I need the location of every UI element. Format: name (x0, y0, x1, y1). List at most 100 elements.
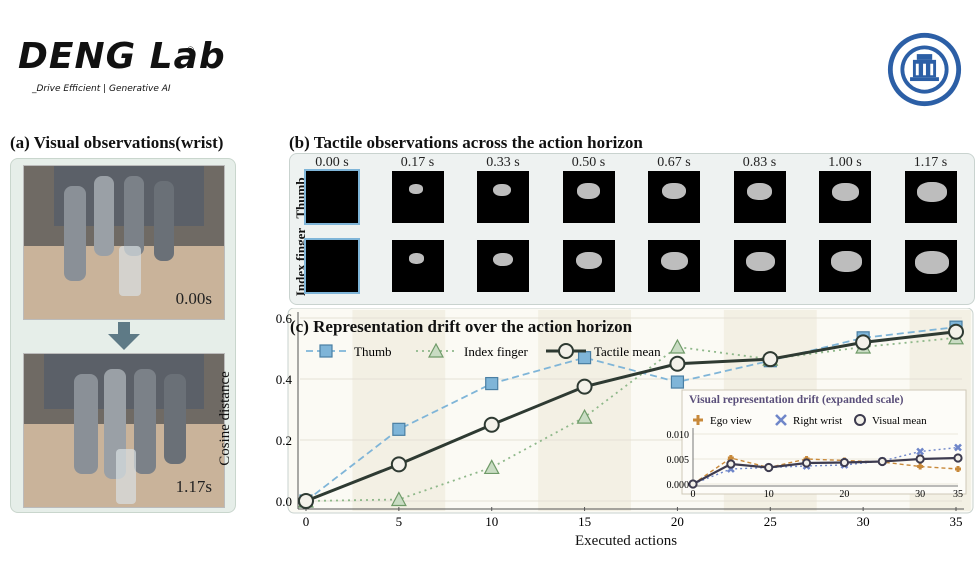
inset-x-tick-label: 30 (915, 489, 925, 500)
legend-marker (558, 343, 574, 359)
data-point (948, 323, 964, 340)
tactile-cell (733, 240, 786, 292)
data-point (390, 456, 407, 473)
inset-title: Visual representation drift (expanded sc… (689, 394, 904, 406)
x-tick-label: 0 (303, 514, 310, 529)
legend: Thumb Index finger Tactile mean (306, 342, 661, 359)
time-label: 1.17 s (913, 155, 948, 170)
inset-legend-marker (775, 414, 787, 426)
series-lines (297, 320, 965, 509)
tactile-cell (733, 171, 786, 223)
contact-blob (746, 251, 775, 271)
data-point (855, 334, 872, 351)
data-point (390, 491, 407, 507)
tactile-cell (819, 240, 871, 292)
inset-background (681, 389, 967, 495)
registered-mark: ® (186, 46, 195, 56)
inset-data-point (764, 462, 774, 473)
tactile-cell (391, 240, 444, 292)
legend-marker (319, 344, 333, 358)
tactile-cell (904, 240, 957, 292)
series-line-tactile-mean (305, 330, 957, 503)
inset-x-tick-label: 0 (691, 489, 696, 500)
inset-x-tick-label: 10 (764, 489, 774, 500)
inset-data-point (917, 463, 924, 470)
y-tick-label: 0.6 (276, 311, 293, 326)
x-tick-label: 35 (950, 514, 963, 529)
contact-blob (661, 251, 689, 270)
x-tick-label: 15 (578, 514, 591, 529)
lab-tagline: _Drive Efficient | Generative AI (32, 84, 171, 94)
y-tick-label: 0.4 (276, 372, 293, 387)
wrist-image-start (24, 166, 224, 319)
legend-label: Tactile mean (594, 344, 661, 359)
contact-blob (577, 183, 601, 199)
inset-legend-label: Visual mean (872, 415, 927, 427)
panel-b-title: (b) Tactile observations across the acti… (289, 133, 643, 152)
legend-marker (427, 342, 445, 358)
series-line-index-finger (305, 336, 957, 502)
tactile-cell (648, 171, 700, 223)
inset-chart: Visual representation drift (expanded sc… (667, 389, 967, 500)
data-point (483, 416, 500, 433)
data-point (669, 338, 686, 354)
inset-series-line (692, 446, 959, 485)
university-seal-icon (887, 32, 962, 107)
y-axis-label: Cosine distance (216, 371, 233, 466)
data-point (485, 376, 499, 391)
inset-data-point (953, 453, 963, 463)
tactile-cell (648, 240, 700, 292)
inset-legend-marker (693, 415, 703, 425)
shade-band (352, 310, 446, 511)
wrist-time-label: 0.00s (175, 289, 212, 308)
y-tick-label: 0.2 (276, 433, 292, 448)
time-label: 0.83 s (742, 155, 777, 170)
panel-a-visual: 0.00s 1.17s (10, 158, 236, 513)
tactile-cell (304, 169, 360, 225)
contact-blob (830, 251, 862, 272)
data-point (669, 355, 686, 372)
tactile-cell (477, 171, 529, 223)
inset-y-tick-label: 0.005 (667, 455, 690, 466)
inset-x-tick-label: 35 (953, 489, 963, 500)
inset-data-point (839, 457, 850, 468)
tactile-cell (562, 240, 615, 292)
inset-x-tick-label: 20 (839, 489, 849, 500)
tactile-cell (562, 171, 615, 223)
data-point (576, 408, 593, 424)
data-point (392, 422, 406, 436)
wrist-time-label: 1.17s (175, 477, 212, 496)
contact-blob (408, 253, 425, 264)
inset-legend-label: Ego view (710, 415, 752, 427)
tactile-cell (477, 240, 529, 292)
contact-blob (492, 252, 513, 267)
contact-blob (747, 182, 773, 200)
legend-label: Thumb (354, 344, 392, 359)
series-line-thumb (305, 326, 957, 502)
contact-blob (409, 184, 424, 195)
time-label: 0.50 s (571, 155, 606, 170)
tactile-cell (391, 171, 444, 223)
x-axis-label: Executed actions (575, 533, 678, 549)
inset-y-tick-label: 0.000 (667, 480, 690, 491)
contact-blob (493, 183, 512, 197)
lab-logo: DENG Lab (18, 36, 226, 77)
inset-data-point (955, 466, 961, 472)
data-point (577, 351, 592, 365)
tactile-cell (819, 171, 871, 223)
inset-legend-label: Right wrist (793, 415, 842, 427)
inset-data-point (877, 456, 887, 467)
time-label: 0.33 s (486, 155, 520, 170)
x-tick-label: 30 (857, 514, 870, 529)
inset-data-point (801, 458, 812, 468)
inset-legend-marker (854, 414, 866, 426)
chart-title: (c) Representation drift over the action… (290, 317, 633, 336)
arrow-down-icon (108, 322, 140, 350)
contact-blob (662, 183, 687, 200)
tactile-cell (904, 171, 957, 223)
time-label: 0.00 s (315, 155, 349, 170)
panel-a-title: (a) Visual observations(wrist) (10, 133, 224, 152)
inset-series-line (692, 457, 959, 485)
wrist-frame-end: 1.17s (23, 353, 225, 508)
inset-data-point (916, 447, 925, 456)
